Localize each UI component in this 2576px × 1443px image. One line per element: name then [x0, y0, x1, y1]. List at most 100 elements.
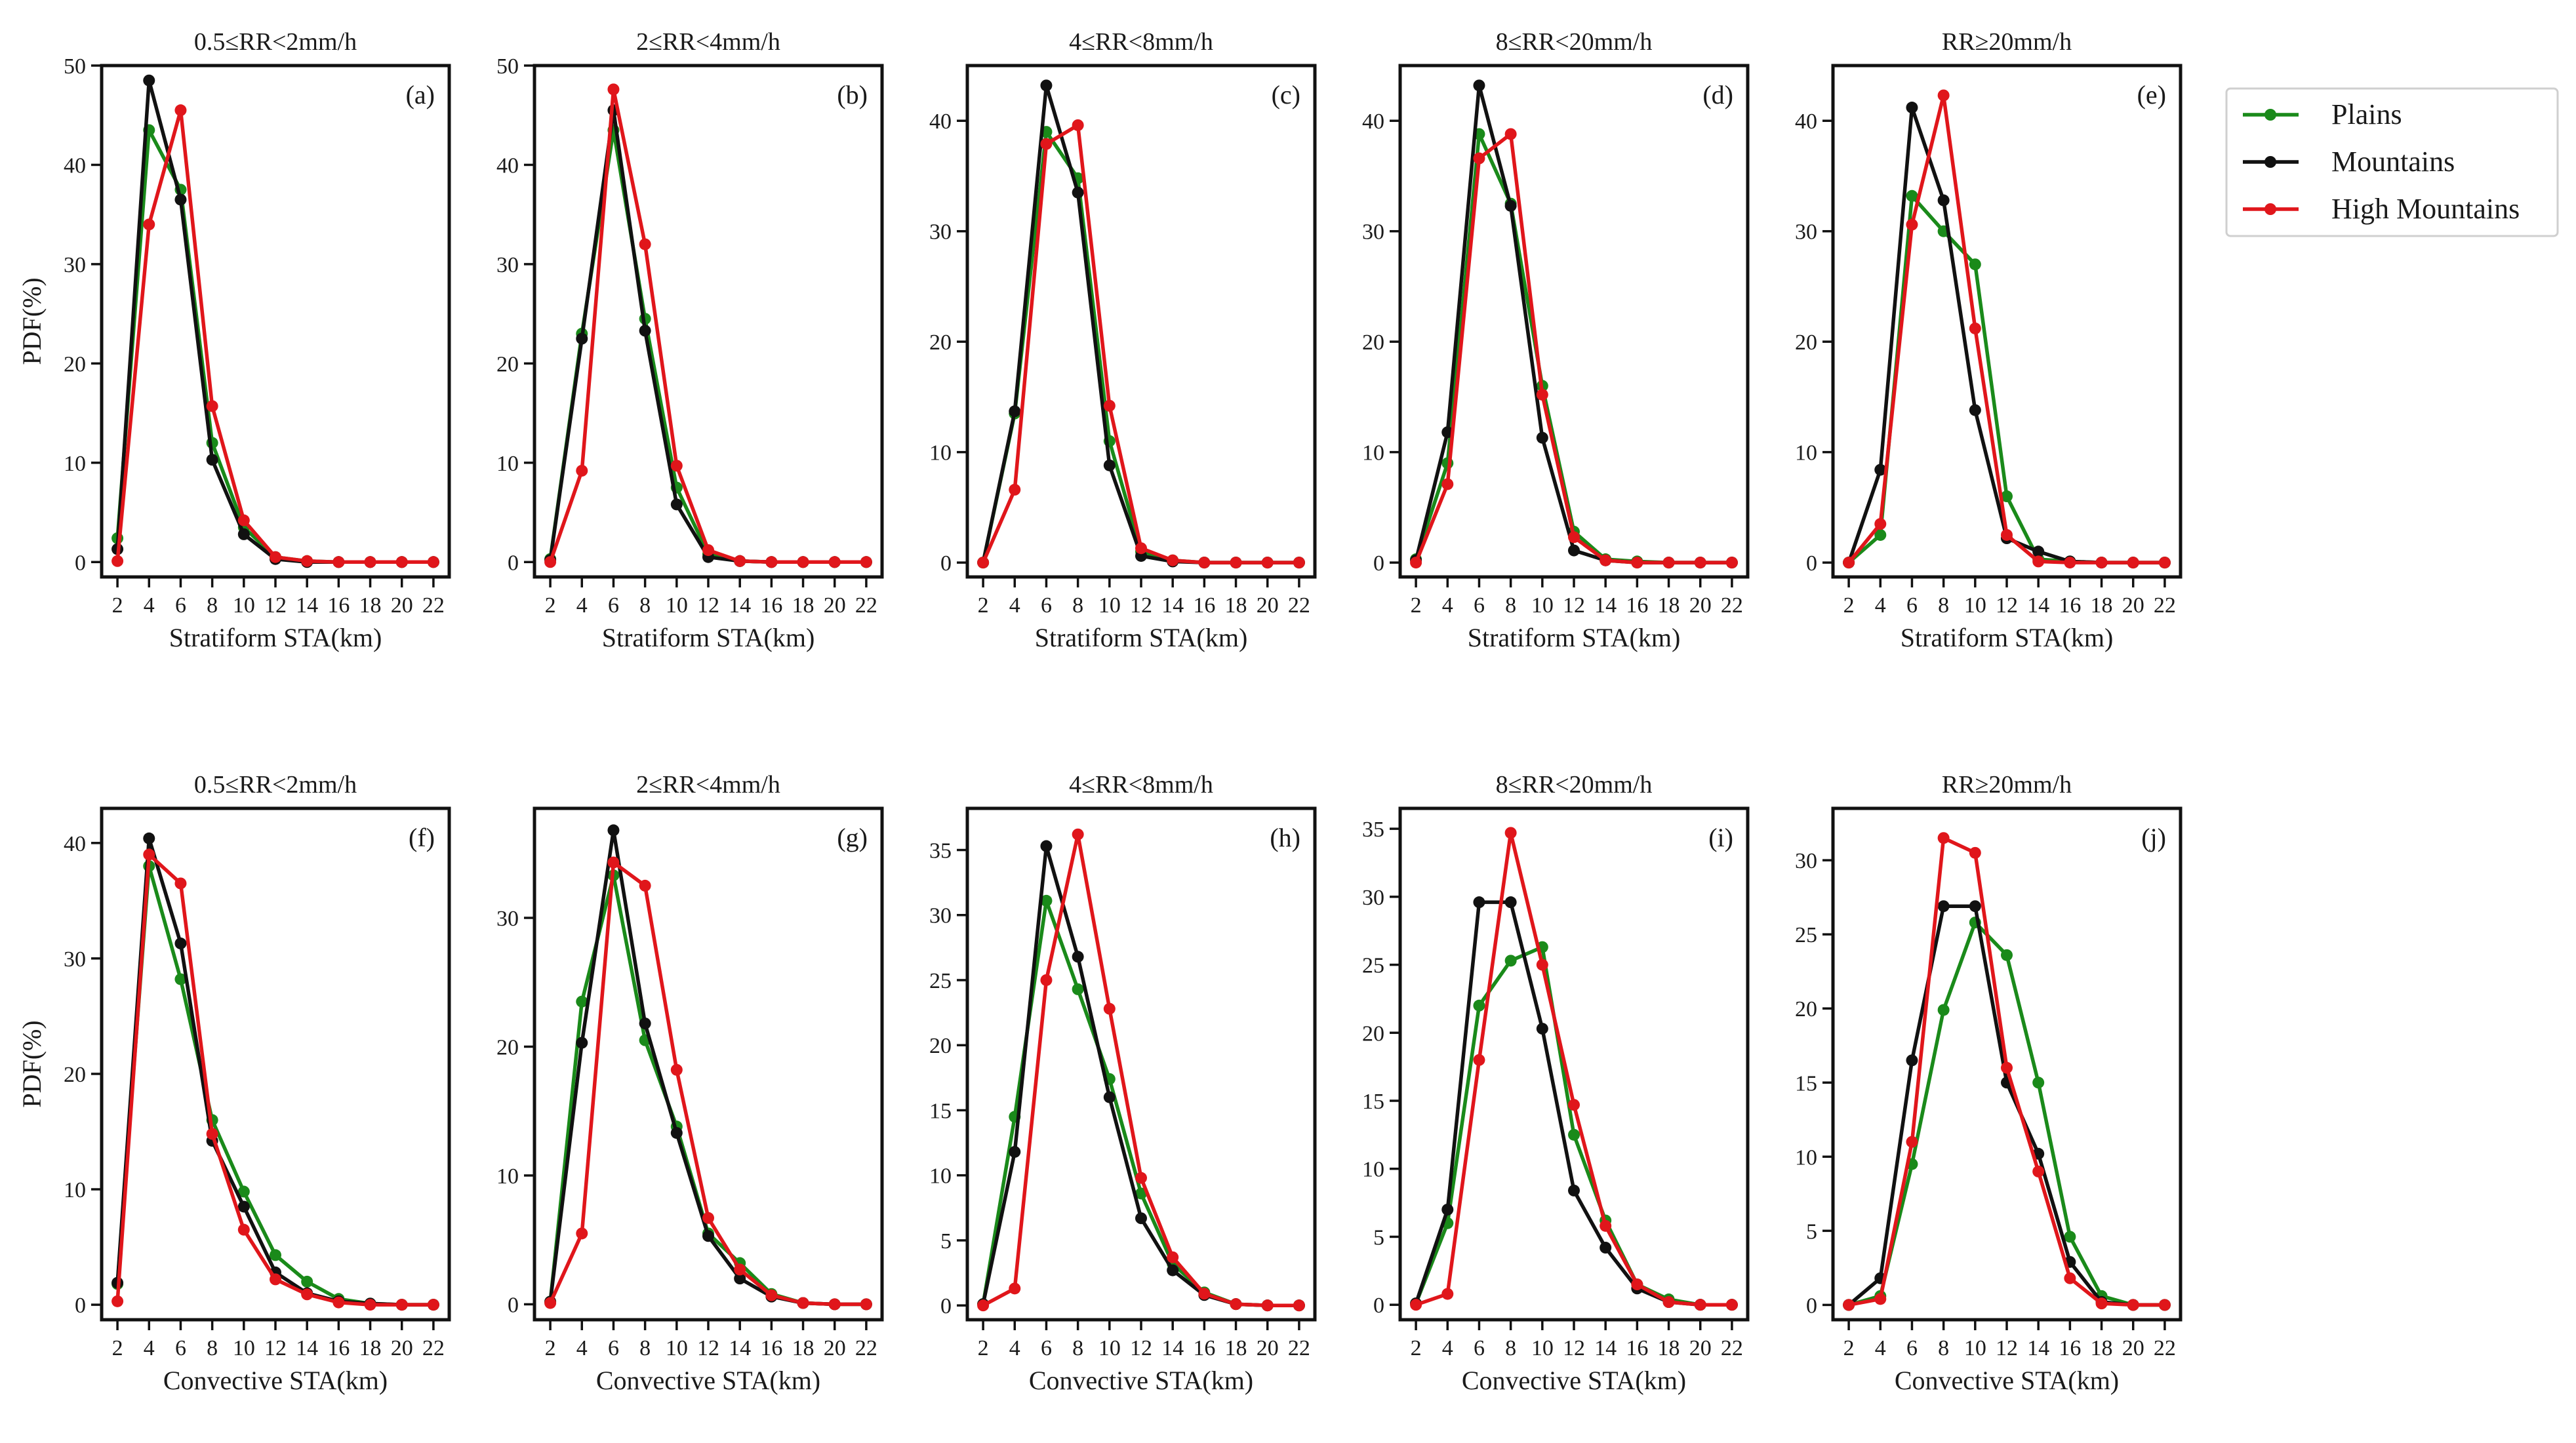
data-point: [1103, 399, 1116, 412]
data-point: [1906, 218, 1918, 231]
x-axis-label: Convective STA(km): [1029, 1366, 1253, 1395]
x-axis-label: Stratiform STA(km): [169, 623, 382, 652]
data-point: [1536, 431, 1548, 444]
data-point: [1072, 119, 1084, 131]
data-point: [1504, 128, 1517, 140]
data-point: [765, 556, 778, 568]
data-point: [427, 556, 439, 568]
data-point: [1631, 1278, 1643, 1291]
data-point: [1568, 1184, 1580, 1196]
chart-panel-e: RR≥20mm/h (e) 2 4 6 8 10 12 14 16 18 20 22 0 10 20 30 40 S…: [1795, 28, 2183, 652]
chart-panel-g: 2≤RR<4mm/h (g) 2 4 6 8 10 12 14 16 18 20 22 0 10 20 30 Co…: [496, 771, 884, 1395]
y-tick-label: 20: [929, 1034, 952, 1058]
data-point: [1906, 1136, 1918, 1148]
data-point: [395, 556, 408, 568]
x-tick-label: 22: [422, 593, 445, 618]
data-point: [1410, 557, 1422, 569]
data-point: [206, 454, 218, 466]
y-tick-label: 40: [496, 153, 519, 178]
data-point: [174, 193, 187, 206]
x-tick-label: 22: [1721, 1336, 1743, 1360]
y-tick-label: 15: [929, 1099, 952, 1123]
data-point: [301, 1288, 313, 1301]
data-point: [797, 556, 809, 568]
y-tick-label: 5: [940, 1229, 952, 1254]
data-point: [1874, 464, 1887, 476]
x-tick-label: 14: [296, 593, 318, 618]
y-tick-label: 20: [64, 1063, 86, 1087]
y-tick-label: 35: [929, 839, 952, 863]
data-point: [1600, 1219, 1612, 1232]
panel-tag: (g): [837, 823, 868, 852]
data-point: [1103, 1002, 1116, 1015]
x-tick-label: 20: [1689, 593, 1712, 618]
y-tick-label: 0: [1373, 551, 1384, 576]
x-tick-label: 14: [1594, 593, 1617, 618]
x-tick-label: 18: [1225, 593, 1247, 618]
y-tick-label: 10: [1795, 1145, 1817, 1170]
x-tick-label: 14: [296, 1336, 318, 1360]
data-point: [576, 464, 588, 477]
x-tick-label: 14: [1594, 1336, 1617, 1360]
data-point: [1261, 557, 1274, 569]
y-tick-label: 30: [1795, 849, 1817, 873]
data-point: [1969, 258, 1981, 271]
y-tick-label: 50: [64, 54, 86, 79]
data-point: [1009, 1145, 1021, 1158]
x-tick-label: 20: [824, 593, 846, 618]
x-tick-label: 12: [1130, 593, 1152, 618]
legend: Plains Mountains High Mountains: [2225, 87, 2559, 237]
data-point: [1874, 518, 1887, 530]
x-tick-label: 4: [576, 1336, 588, 1360]
data-point: [670, 498, 683, 511]
data-point: [1072, 983, 1084, 995]
x-tick-label: 8: [1505, 1336, 1516, 1360]
series-high-mountains: [1843, 89, 2171, 569]
y-tick-label: 10: [929, 441, 952, 465]
data-point: [1694, 557, 1706, 569]
x-tick-label: 6: [1474, 593, 1485, 618]
x-tick-label: 8: [1072, 1336, 1083, 1360]
data-point: [1906, 1054, 1918, 1067]
data-point: [206, 400, 218, 412]
data-point: [2127, 1299, 2139, 1311]
x-tick-label: 10: [1098, 1336, 1121, 1360]
data-point: [576, 995, 588, 1008]
data-point: [1009, 483, 1021, 496]
data-point: [702, 544, 714, 557]
y-tick-label: 25: [929, 969, 952, 993]
data-point: [1473, 1054, 1485, 1066]
y-axis-label: PDF(%): [17, 277, 47, 365]
x-tick-label: 12: [1563, 593, 1585, 618]
x-tick-label: 12: [697, 593, 719, 618]
x-tick-label: 20: [1257, 1336, 1279, 1360]
x-tick-label: 8: [639, 1336, 651, 1360]
y-tick-label: 20: [64, 352, 86, 376]
data-point: [364, 556, 376, 568]
y-tick-label: 0: [1373, 1294, 1384, 1318]
chart-panel-i: 8≤RR<20mm/h (i) 2 4 6 8 10 12 14 16 18 20 22 0 5 10 15 20…: [1362, 771, 1750, 1395]
data-point: [639, 325, 651, 337]
x-tick-label: 20: [2122, 1336, 2144, 1360]
data-point: [639, 879, 651, 892]
panel-title: 4≤RR<8mm/h: [1069, 28, 1213, 56]
data-point: [143, 74, 155, 87]
x-axis-label: Convective STA(km): [1462, 1366, 1686, 1395]
series-high-mountains: [1410, 827, 1738, 1311]
series-high-mountains: [977, 828, 1305, 1312]
x-tick-label: 18: [2091, 593, 2113, 618]
y-tick-label: 0: [75, 551, 86, 575]
y-tick-label: 0: [1806, 551, 1817, 576]
data-point: [639, 1018, 651, 1030]
data-point: [2032, 545, 2045, 558]
data-point: [1969, 322, 1981, 334]
data-point: [2001, 949, 2013, 961]
x-tick-label: 16: [2059, 593, 2081, 618]
x-tick-label: 4: [1442, 593, 1453, 618]
x-tick-label: 8: [207, 593, 218, 618]
x-tick-label: 12: [1130, 1336, 1152, 1360]
x-tick-label: 6: [1906, 1336, 1918, 1360]
y-tick-label: 30: [496, 907, 519, 931]
x-tick-label: 16: [1626, 1336, 1648, 1360]
legend-marker: [2264, 156, 2276, 168]
